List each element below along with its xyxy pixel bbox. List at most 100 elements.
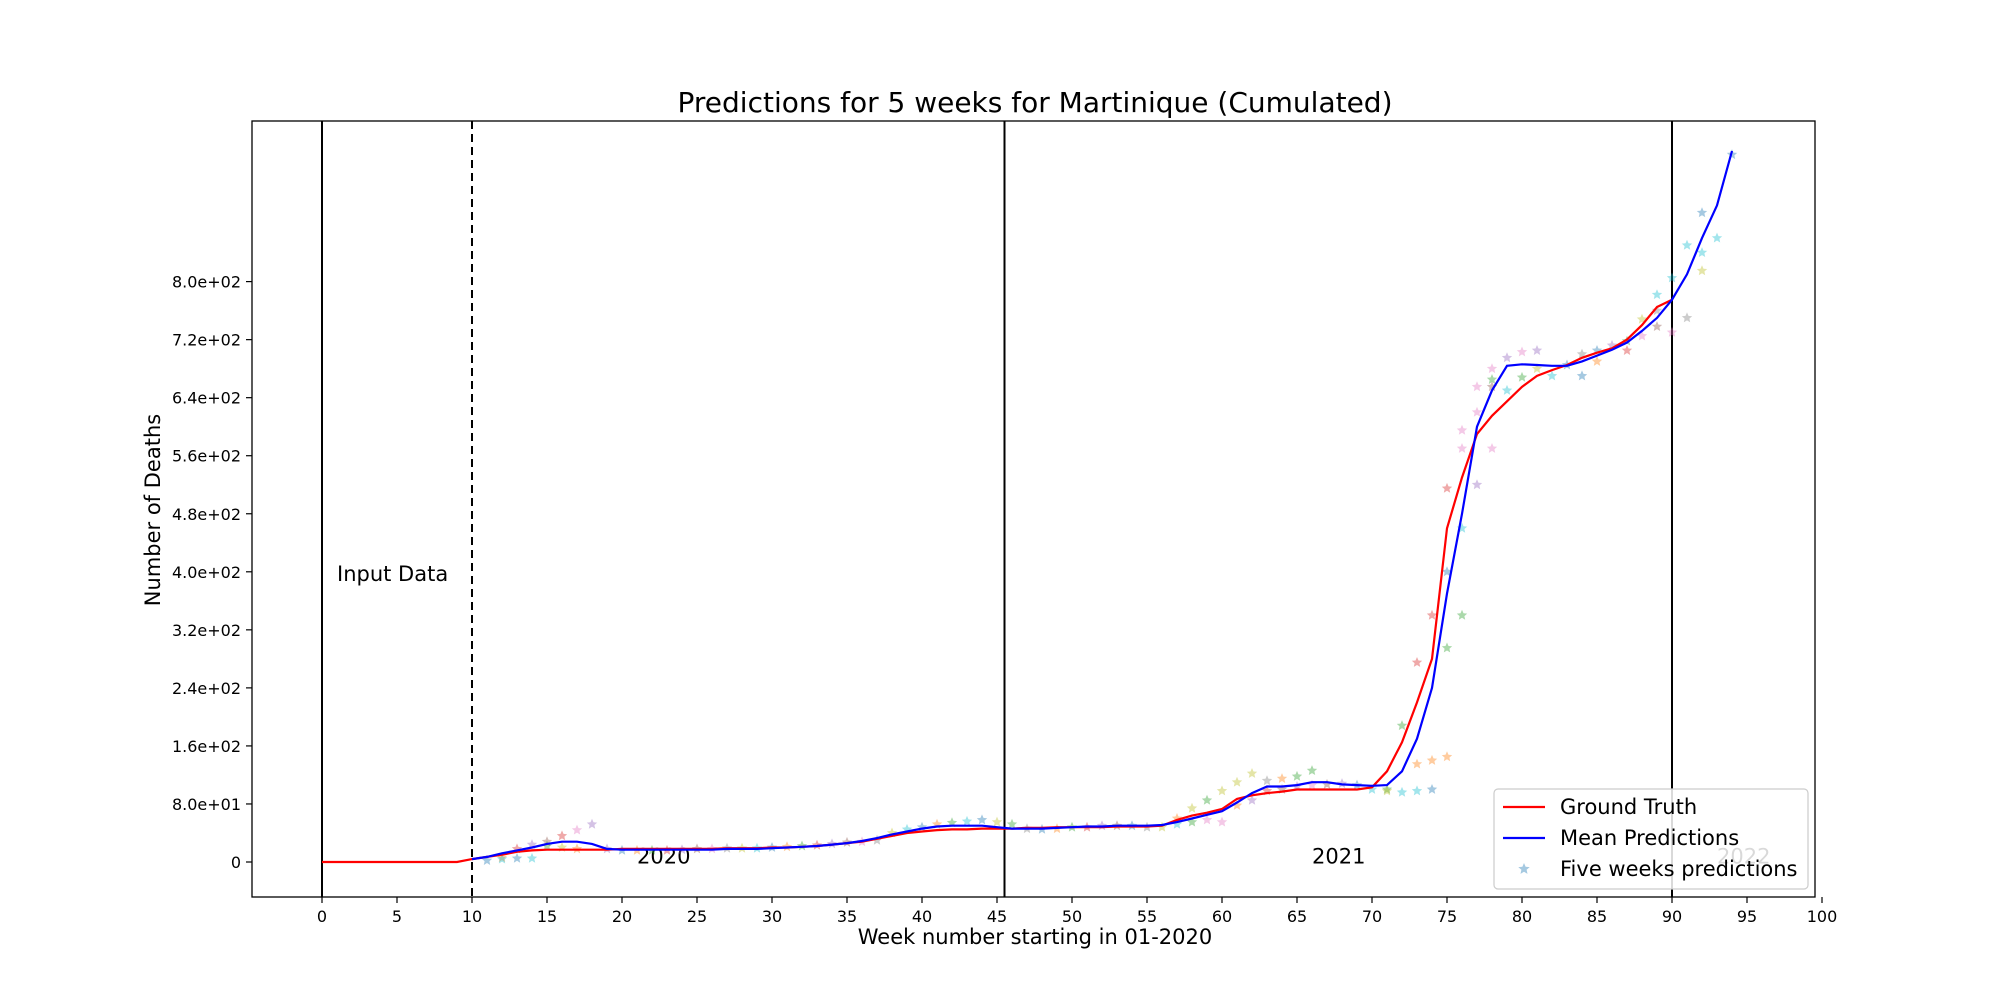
x-axis-ticks: 0 5 10 15 20 25 30 35 40 45 50 55 60 65 70 75 80 85 90 95 10… <box>317 897 1837 926</box>
y-tick-label: 5.6e+02 <box>172 447 241 466</box>
prediction-star <box>1696 265 1708 276</box>
prediction-star <box>1426 609 1438 620</box>
prediction-star <box>1651 321 1663 331</box>
legend-label-mean-predictions: Mean Predictions <box>1560 826 1739 850</box>
prediction-star <box>1501 352 1513 363</box>
x-tick-label: 95 <box>1737 907 1757 926</box>
prediction-star <box>1381 785 1393 796</box>
prediction-star <box>1441 642 1453 653</box>
x-tick-label: 85 <box>1587 907 1607 926</box>
vertical-lines <box>321 121 1673 897</box>
annotation-2021: 2021 <box>1312 845 1365 869</box>
x-tick-label: 55 <box>1137 907 1157 926</box>
y-tick-label: 8.0e+01 <box>172 795 241 814</box>
ground-truth-line <box>322 298 1673 864</box>
prediction-star <box>1201 814 1213 825</box>
prediction-star <box>1486 381 1498 392</box>
prediction-star <box>1261 775 1273 786</box>
x-tick-label: 5 <box>392 907 402 926</box>
prediction-star <box>571 824 583 835</box>
y-tick-label: 0 <box>231 853 241 872</box>
series-lines <box>322 150 1734 864</box>
prediction-star <box>1396 786 1408 797</box>
legend-swatch-five-weeks-predictions <box>1518 863 1530 874</box>
prediction-star <box>1411 785 1423 796</box>
prediction-star <box>1186 802 1198 813</box>
x-tick-label: 0 <box>317 907 327 926</box>
prediction-star <box>1381 784 1393 794</box>
x-axis-label: Week number starting in 01-2020 <box>858 925 1212 949</box>
prediction-star <box>1096 820 1108 831</box>
prediction-star <box>1246 794 1258 805</box>
prediction-star <box>1486 374 1498 384</box>
prediction-star <box>1546 370 1558 381</box>
prediction-star <box>496 852 508 863</box>
prediction-star <box>1186 816 1198 827</box>
prediction-star <box>1651 289 1663 300</box>
x-tick-label: 90 <box>1662 907 1682 926</box>
prediction-star <box>1366 784 1378 794</box>
x-tick-label: 70 <box>1362 907 1382 926</box>
prediction-star <box>1651 305 1663 316</box>
prediction-star <box>811 839 823 850</box>
y-tick-label: 8.0e+02 <box>172 273 241 292</box>
prediction-star <box>1231 776 1243 787</box>
prediction-star <box>511 852 523 863</box>
prediction-star <box>1426 784 1438 794</box>
prediction-star <box>1441 482 1453 493</box>
prediction-star <box>1471 381 1483 392</box>
x-tick-label: 30 <box>762 907 782 926</box>
prediction-star <box>1216 816 1228 827</box>
prediction-star <box>976 814 988 825</box>
prediction-star <box>1666 326 1678 337</box>
prediction-star <box>1531 363 1543 374</box>
prediction-star <box>1456 609 1468 620</box>
prediction-star <box>1456 443 1468 453</box>
mean-predictions-line <box>471 150 1734 861</box>
prediction-star <box>1321 778 1333 789</box>
x-tick-label: 75 <box>1437 907 1457 926</box>
prediction-star <box>991 816 1003 827</box>
prediction-star <box>481 855 493 865</box>
y-axis-label: Number of Deaths <box>141 414 165 606</box>
prediction-star <box>1426 754 1438 765</box>
prediction-star <box>1501 384 1513 395</box>
x-tick-label: 35 <box>837 907 857 926</box>
prediction-star <box>1171 818 1183 829</box>
prediction-star <box>1441 751 1453 762</box>
x-tick-label: 45 <box>987 907 1007 926</box>
x-tick-label: 80 <box>1512 907 1532 926</box>
prediction-star <box>571 843 583 854</box>
legend-label-ground-truth: Ground Truth <box>1560 795 1697 819</box>
prediction-star <box>781 841 793 852</box>
x-tick-label: 10 <box>462 907 482 926</box>
x-tick-label: 15 <box>537 907 557 926</box>
prediction-star <box>1306 779 1318 790</box>
y-tick-label: 4.8e+02 <box>172 505 241 524</box>
plot-area <box>251 120 1816 898</box>
chart-title: Predictions for 5 weeks for Martinique (… <box>678 86 1393 119</box>
prediction-star <box>556 830 568 841</box>
prediction-star <box>1231 799 1243 810</box>
legend-label-five-weeks-predictions: Five weeks predictions <box>1560 857 1798 881</box>
five-weeks-predictions <box>481 149 1738 865</box>
prediction-star <box>1201 794 1213 805</box>
y-tick-label: 3.2e+02 <box>172 621 241 640</box>
y-tick-label: 2.4e+02 <box>172 679 241 698</box>
y-axis-ticks: 0 8.0e+01 1.6e+02 2.4e+02 3.2e+02 4.0e+02 4.8e… <box>172 273 252 872</box>
y-tick-label: 1.6e+02 <box>172 737 241 756</box>
prediction-star <box>1276 773 1288 783</box>
prediction-star <box>1486 443 1498 453</box>
prediction-star <box>1006 818 1018 829</box>
prediction-star <box>586 818 598 829</box>
prediction-star <box>1621 345 1633 355</box>
prediction-star <box>961 815 973 826</box>
y-tick-label: 7.2e+02 <box>172 331 241 350</box>
x-tick-label: 60 <box>1212 907 1232 926</box>
annotation-input-data: Input Data <box>337 562 448 586</box>
prediction-star <box>1711 232 1723 243</box>
prediction-star <box>496 853 508 864</box>
prediction-star <box>1681 239 1693 250</box>
prediction-star <box>1396 720 1408 731</box>
